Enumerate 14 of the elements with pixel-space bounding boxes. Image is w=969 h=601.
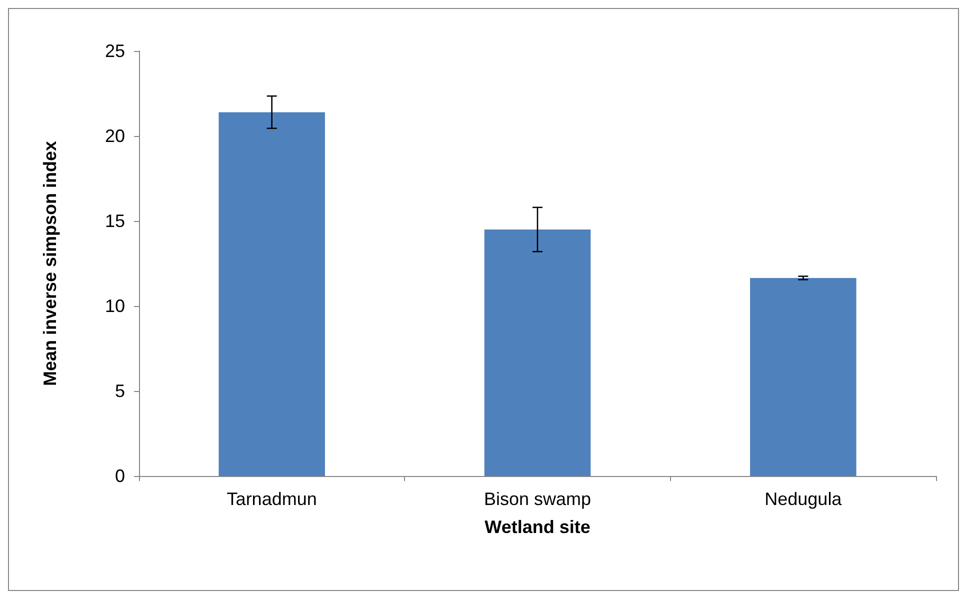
- y-axis-title: Mean inverse simpson index: [40, 140, 60, 386]
- bar: [218, 112, 325, 476]
- y-tick-label: 10: [104, 296, 125, 316]
- y-tick-label: 15: [104, 211, 125, 231]
- y-tick-label: 25: [104, 41, 125, 61]
- x-tick-label: Nedugula: [764, 489, 843, 509]
- y-tick-label: 0: [114, 466, 125, 486]
- x-axis-title: Wetland site: [484, 517, 590, 537]
- y-tick-label: 5: [114, 381, 125, 401]
- y-tick-label: 20: [104, 126, 125, 146]
- bar: [750, 278, 856, 476]
- x-tick-label: Tarnadmun: [226, 489, 317, 509]
- bar: [484, 230, 591, 476]
- x-tick-label: Bison swamp: [484, 489, 592, 509]
